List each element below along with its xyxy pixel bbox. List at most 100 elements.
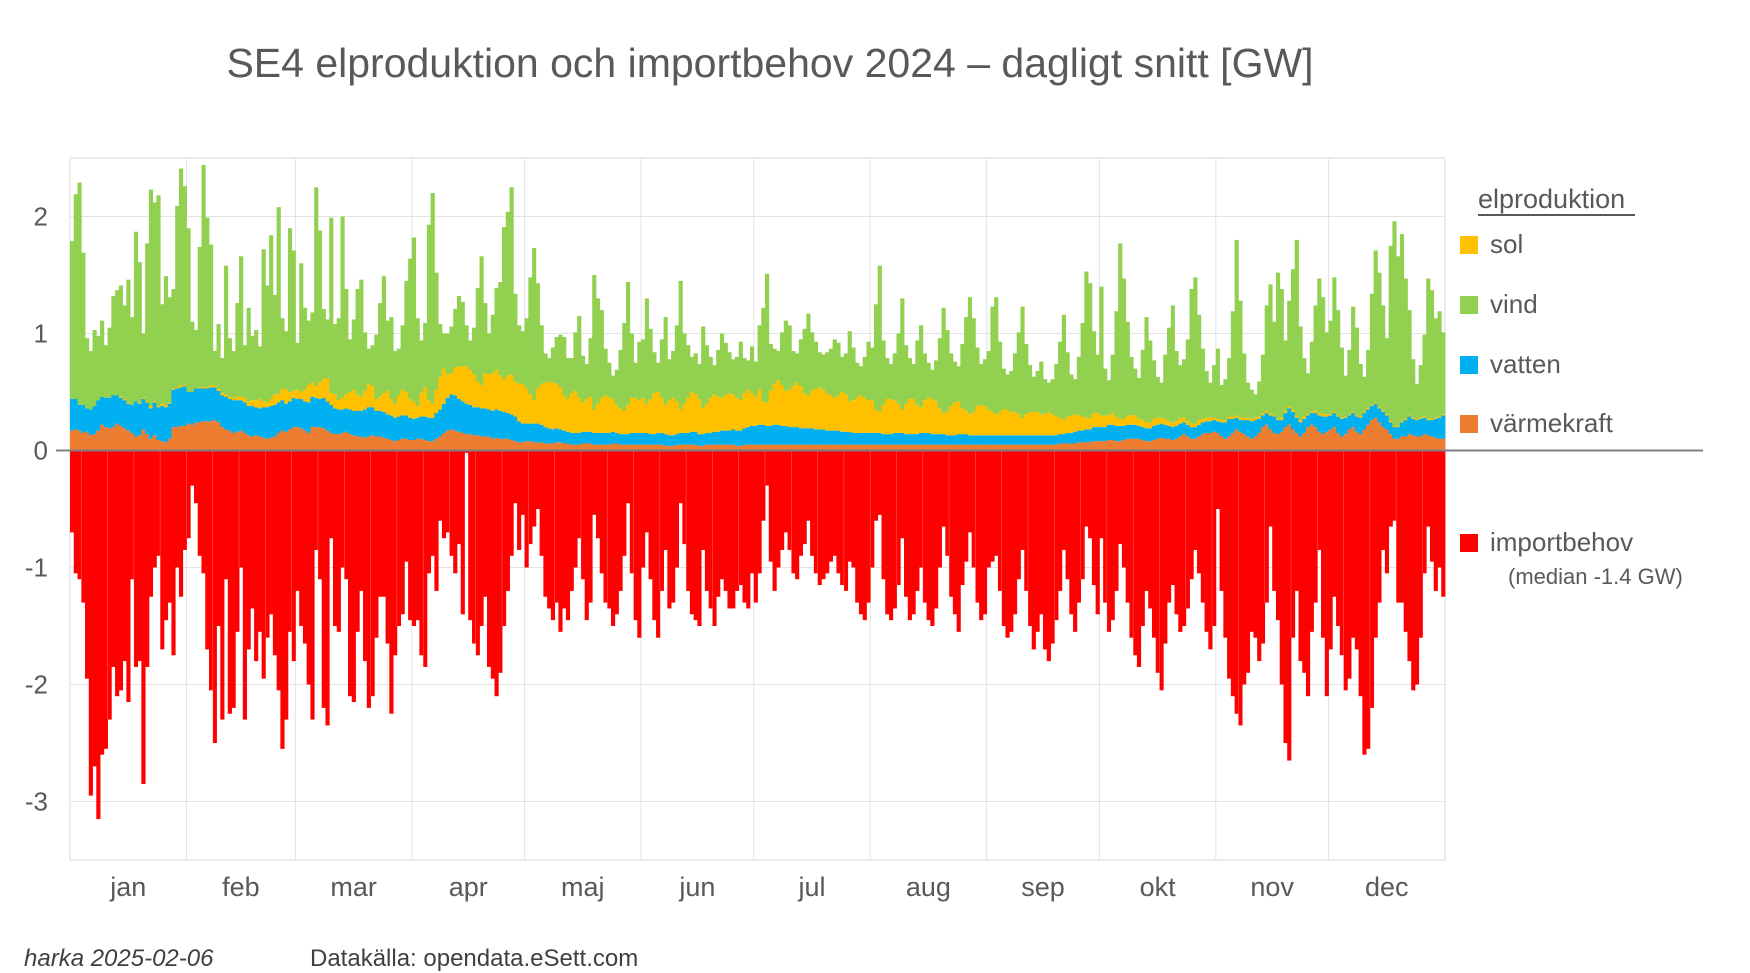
bar-vatten [975,435,980,445]
bar-importbehov [633,450,638,621]
legend-label: sol [1490,229,1524,259]
bar-vind [276,207,281,395]
bar-importbehov [393,450,398,656]
bar-importbehov [915,450,920,591]
bar-importbehov [1339,450,1344,656]
bar-vind [1302,358,1307,417]
bar-vind [1027,365,1033,412]
bar-vind [441,333,447,369]
bar-värmekraft [220,427,225,451]
bar-värmekraft [1433,437,1438,451]
bar-sol [727,393,732,431]
bar-vatten [1283,413,1288,428]
bar-vind [682,333,687,404]
bar-vatten [471,407,477,436]
bar-vatten [554,428,559,443]
bar-vatten [885,434,890,445]
bar-vind [577,315,582,398]
bar-värmekraft [776,444,781,451]
bar-sol [599,397,604,433]
bar-importbehov [738,450,743,586]
bar-importbehov [836,450,841,574]
bar-sol [1110,413,1115,425]
bar-vatten [562,430,567,444]
bar-importbehov [1403,450,1408,632]
bar-värmekraft [100,424,105,451]
bar-vind [870,347,875,401]
bar-sol [460,366,465,402]
bar-importbehov [1189,450,1194,580]
bar-värmekraft [618,444,623,451]
bar-sol [1437,416,1442,418]
bar-sol [378,396,383,411]
bar-värmekraft [1065,443,1070,451]
bar-vatten [964,434,969,445]
bar-importbehov [1245,450,1251,673]
bar-sol [1163,418,1168,425]
bar-vind [1212,365,1217,418]
bar-sol [990,411,995,436]
bar-vatten [366,407,371,437]
bar-importbehov [1005,450,1010,638]
bar-värmekraft [795,444,800,451]
bar-importbehov [847,450,852,562]
bar-sol [610,399,616,432]
bar-värmekraft [656,444,661,451]
bar-importbehov [1204,450,1209,632]
bar-vind [550,347,556,383]
bar-vatten [1287,408,1292,425]
bar-vind [547,358,552,382]
bar-värmekraft [892,444,897,451]
bar-vatten [543,427,548,444]
bar-värmekraft [562,443,567,451]
bar-importbehov [723,450,728,591]
bar-sol [182,384,187,387]
bar-värmekraft [1245,436,1251,451]
bar-värmekraft [513,441,518,451]
bar-sol [945,411,950,436]
bar-importbehov [513,450,518,504]
bar-värmekraft [885,444,890,451]
bar-vatten [719,430,725,445]
bar-sol [1121,418,1127,426]
bar-importbehov [768,450,773,562]
bar-vind [1347,349,1352,415]
bar-sol [1151,418,1157,426]
bar-vind [475,287,480,382]
bar-vatten [122,400,127,429]
bar-sol [562,395,567,431]
bar-värmekraft [539,442,544,451]
bar-vatten [1290,411,1296,430]
bar-importbehov [734,450,740,591]
bar-vind [904,345,909,404]
bar-vind [408,258,413,400]
bar-vatten [227,399,232,431]
bar-sol [701,408,706,435]
bar-värmekraft [1159,437,1164,451]
bar-värmekraft [250,436,255,451]
bar-vatten [723,430,728,445]
bar-vind [456,296,462,367]
bar-vatten [1136,425,1142,439]
bar-vind [1050,379,1055,415]
bar-importbehov [1106,450,1112,632]
bar-värmekraft [344,431,349,451]
bar-sol [366,383,371,408]
bar-importbehov [1279,450,1284,685]
bar-sol [930,399,935,435]
bar-värmekraft [471,435,477,451]
bar-importbehov [438,450,443,521]
bar-vatten [1148,428,1153,442]
bar-vind [1054,363,1059,417]
bar-vind [280,318,285,389]
bar-vatten [904,434,909,445]
bar-vatten [648,434,653,445]
bar-vatten [284,403,289,432]
bar-vatten [749,425,755,445]
bar-importbehov [92,450,97,767]
bar-vatten [1155,424,1160,439]
bar-sol [471,374,477,408]
bar-värmekraft [370,435,375,451]
bar-importbehov [81,450,86,603]
bar-importbehov [622,450,627,556]
